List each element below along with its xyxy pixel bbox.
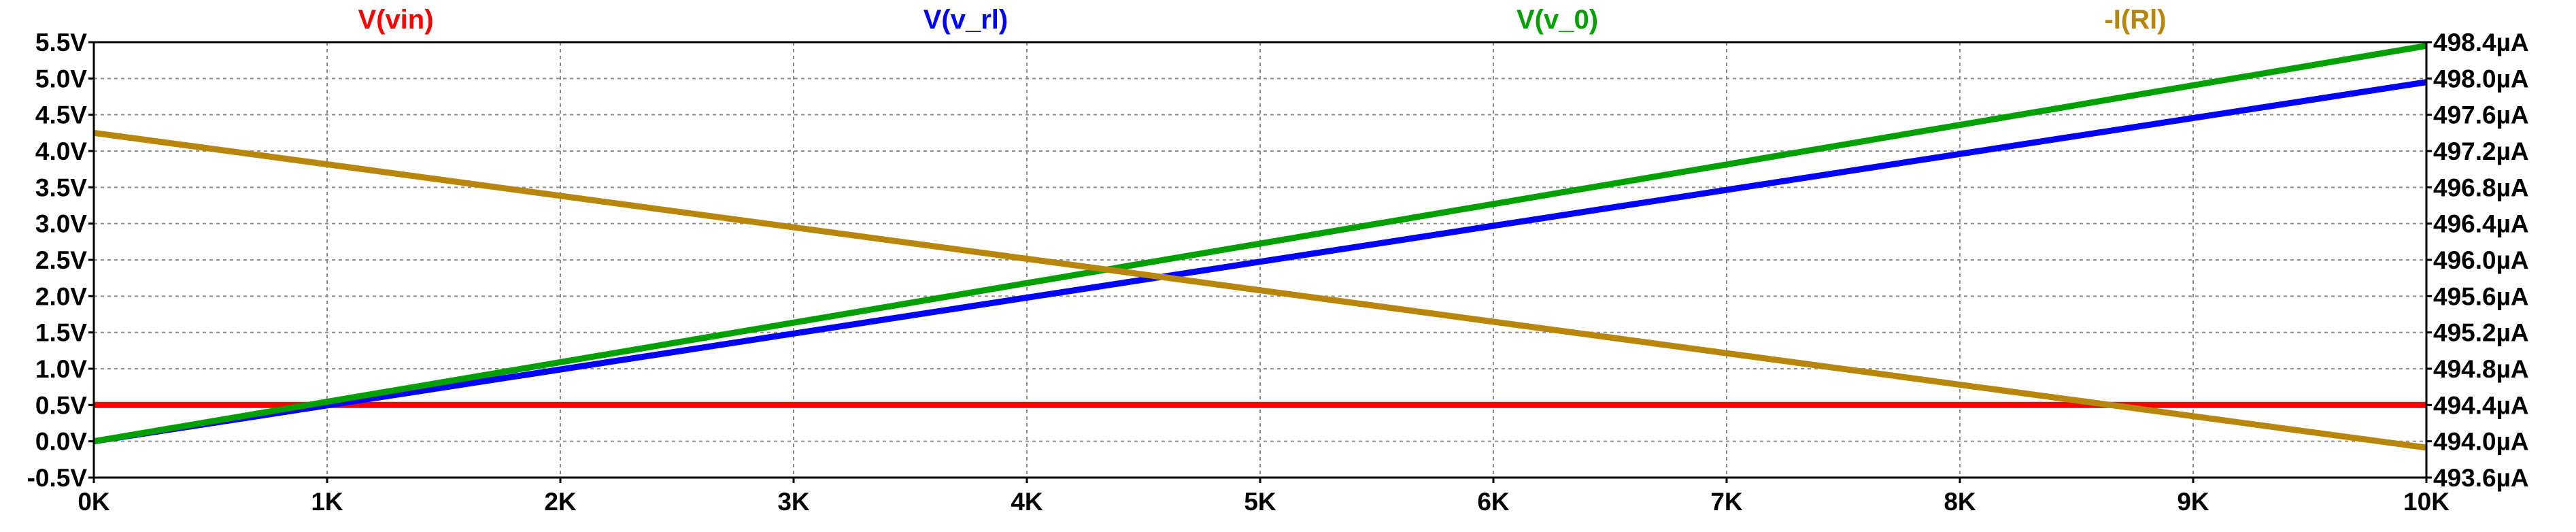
x-tick-label: 5K: [1244, 488, 1276, 516]
legend: V(vin) V(v_rl) V(v_0) -I(Rl): [358, 5, 2166, 35]
y-right-tick-label: 498.0µA: [2433, 65, 2529, 93]
x-tick-label: 10K: [2403, 488, 2450, 516]
x-tick-label: 9K: [2177, 488, 2209, 516]
series-line: [93, 79, 2427, 445]
y-right-tick-label: 494.8µA: [2433, 355, 2529, 383]
x-tick-label: 1K: [311, 488, 343, 516]
y-left-tick-label: 2.0V: [35, 282, 87, 310]
x-tick-label: 7K: [1710, 488, 1743, 516]
y-left-tick-label: 0.5V: [35, 391, 87, 419]
legend-label: V(v_rl): [923, 5, 1009, 35]
y-right-tick-label: 496.0µA: [2433, 246, 2529, 274]
y-left-tick-label: 0.0V: [35, 428, 87, 456]
y-right-tick-label: 497.6µA: [2433, 101, 2529, 129]
x-tick-label: 2K: [544, 488, 577, 516]
y-right-tick-label: 495.6µA: [2433, 282, 2529, 310]
x-tick-label: 4K: [1011, 488, 1043, 516]
y-right-tick-label: 496.4µA: [2433, 210, 2529, 238]
y-left-tick-label: 1.5V: [35, 319, 87, 347]
legend-label: -I(Rl): [2104, 5, 2166, 35]
y-left-tick-label: 4.5V: [35, 101, 87, 129]
axis-ticks: 0K 1K 2K 3K 4K 5K 6K 7K 8K 9K 10K 5.5V 5.0V 4.5V 4.0V 3…: [27, 29, 2529, 516]
y-left-tick-label: 2.5V: [35, 246, 87, 274]
y-left-tick-label: 3.0V: [35, 210, 87, 238]
y-right-tick-label: 498.4µA: [2433, 29, 2529, 56]
y-right-tick-label: 494.0µA: [2433, 428, 2529, 456]
legend-label: V(vin): [358, 5, 433, 35]
y-right-tick-label: 494.4µA: [2433, 391, 2529, 419]
y-right-tick-label: 495.2µA: [2433, 319, 2529, 347]
y-left-tick-label: -0.5V: [27, 464, 88, 492]
x-tick-label: 0K: [78, 488, 110, 516]
y-right-tick-label: 496.8µA: [2433, 173, 2529, 201]
y-right-tick-label: 493.6µA: [2433, 464, 2529, 492]
x-tick-label: 3K: [777, 488, 810, 516]
legend-label: V(v_0): [1516, 5, 1598, 35]
y-left-tick-label: 4.0V: [35, 137, 87, 165]
series-line: [93, 42, 2427, 445]
plot-series: [93, 42, 2427, 451]
y-left-tick-label: 5.5V: [35, 29, 87, 56]
y-left-tick-label: 5.0V: [35, 65, 87, 93]
series-line: [93, 129, 2427, 451]
y-right-tick-label: 497.2µA: [2433, 137, 2529, 165]
x-tick-label: 6K: [1477, 488, 1510, 516]
x-tick-label: 8K: [1944, 488, 1976, 516]
y-left-tick-label: 3.5V: [35, 173, 87, 201]
y-left-tick-label: 1.0V: [35, 355, 87, 383]
